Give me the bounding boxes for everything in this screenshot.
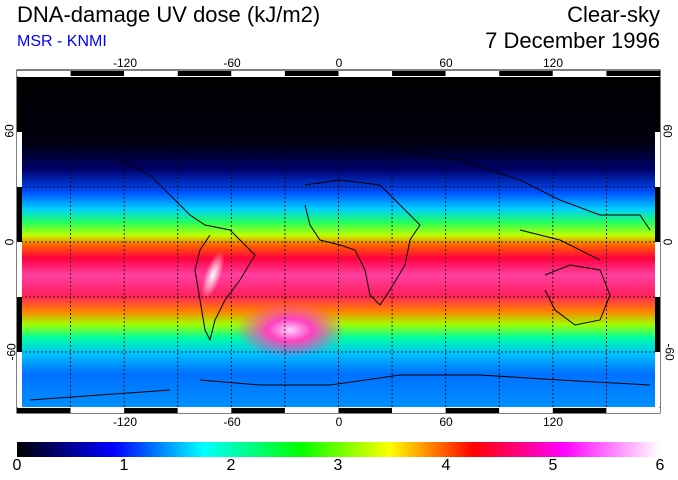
scale-bar-segment xyxy=(655,352,660,407)
scale-bar-segment xyxy=(17,408,71,413)
colorbar-label: 4 xyxy=(441,457,451,474)
scale-bar-segment xyxy=(177,71,232,76)
lon-tick-bottom: 120 xyxy=(542,415,564,429)
scale-bar-segment xyxy=(392,71,446,76)
scale-bar-segment xyxy=(655,297,660,352)
lon-tick-top: 60 xyxy=(439,56,453,70)
colorbar-label: 0 xyxy=(12,457,22,474)
lon-tick-top: 120 xyxy=(542,56,564,70)
scale-bar-segment xyxy=(655,242,660,297)
coastlines xyxy=(29,149,651,401)
scale-bar-segment xyxy=(655,77,660,132)
scale-bar-segment xyxy=(124,71,178,76)
lat-tick-right: 0 xyxy=(660,238,675,246)
scale-bar-segment xyxy=(552,71,607,76)
scale-bar-segment xyxy=(231,408,285,413)
scale-bar-segment xyxy=(70,71,125,76)
colorbar-label: 1 xyxy=(119,457,129,474)
lon-tick-top: 0 xyxy=(335,56,343,70)
lat-tick-right: -60 xyxy=(662,343,677,361)
scale-bar-segment xyxy=(17,352,22,407)
scale-bar-segment xyxy=(124,408,178,413)
lat-tick-left: 0 xyxy=(2,238,17,246)
scale-bar-segment xyxy=(445,71,500,76)
scale-bar-segment xyxy=(17,71,71,76)
lon-tick-top: -60 xyxy=(223,56,241,70)
lon-tick-bottom: -60 xyxy=(223,415,241,429)
colorbar-label: 5 xyxy=(548,457,558,474)
scale-bar-segment xyxy=(17,297,22,352)
lon-tick-bottom: -120 xyxy=(112,415,138,429)
date-label: 7 December 1996 xyxy=(485,28,660,53)
lon-tick-bottom: 0 xyxy=(335,415,343,429)
frame-scale-bars xyxy=(17,71,660,413)
lon-tick-bottom: 60 xyxy=(439,415,453,429)
scale-bar-segment xyxy=(231,71,285,76)
lon-tick-top: -120 xyxy=(112,56,138,70)
lat-tick-left: 60 xyxy=(2,124,17,138)
scale-bar-segment xyxy=(177,408,232,413)
scale-bar-segment xyxy=(499,408,553,413)
andes-max-region xyxy=(201,251,225,299)
scale-bar-segment xyxy=(655,187,660,242)
scale-bar-segment xyxy=(17,187,22,242)
scale-bar-segment xyxy=(655,132,660,187)
scale-bar-segment xyxy=(17,132,22,187)
map-title: DNA-damage UV dose (kJ/m2) xyxy=(17,2,321,27)
colorbar-label: 6 xyxy=(655,457,665,474)
source-label: MSR - KNMI xyxy=(17,33,107,50)
colorbar-label: 2 xyxy=(226,457,236,474)
colorbar-label: 3 xyxy=(333,457,343,474)
scale-bar-segment xyxy=(284,71,339,76)
scale-bar-segment xyxy=(499,71,553,76)
graticule xyxy=(17,77,660,407)
scale-bar-segment xyxy=(338,71,393,76)
scale-bar-segment xyxy=(284,408,339,413)
lat-tick-right: 60 xyxy=(660,124,675,138)
high-dose-region xyxy=(235,302,345,358)
scale-bar-segment xyxy=(338,408,393,413)
scale-bar-segment xyxy=(17,77,22,132)
lat-tick-left: -60 xyxy=(4,343,19,361)
scale-bar-segment xyxy=(70,408,125,413)
scale-bar-segment xyxy=(552,408,607,413)
scale-bar-segment xyxy=(392,408,446,413)
condition-label: Clear-sky xyxy=(567,2,660,27)
scale-bar-segment xyxy=(606,71,660,76)
scale-bar-segment xyxy=(606,408,660,413)
colorbar xyxy=(17,442,660,457)
scale-bar-segment xyxy=(445,408,500,413)
scale-bar-segment xyxy=(17,242,22,297)
